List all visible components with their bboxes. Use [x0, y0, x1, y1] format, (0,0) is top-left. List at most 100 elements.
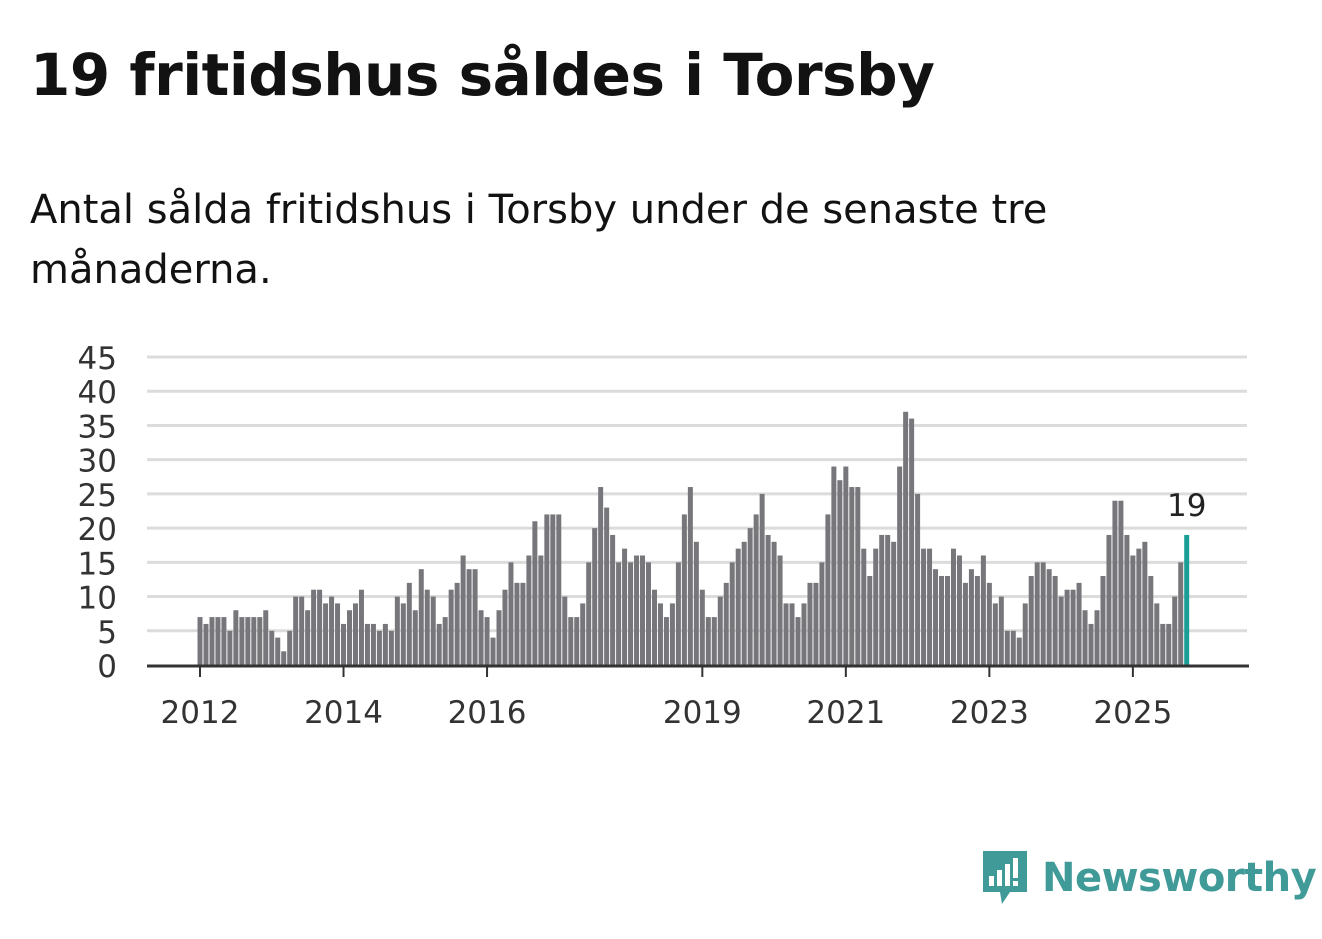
bar — [335, 603, 341, 665]
bar — [532, 521, 538, 665]
bar — [825, 514, 831, 665]
bar — [197, 617, 203, 665]
bar — [1088, 623, 1094, 665]
bar — [364, 623, 370, 665]
bar — [514, 582, 520, 665]
bar — [418, 569, 424, 665]
bar — [861, 548, 867, 665]
bar — [939, 576, 945, 665]
bar — [1010, 630, 1016, 665]
bar — [472, 569, 478, 665]
bar — [855, 487, 861, 665]
bar — [909, 418, 915, 665]
bar — [209, 617, 215, 665]
bar — [927, 548, 933, 665]
bar — [347, 610, 352, 665]
bar — [765, 534, 771, 665]
bar — [610, 534, 616, 665]
bar — [1058, 596, 1064, 665]
chart-title: 19 fritidshus såldes i Torsby — [30, 41, 935, 109]
x-tick-label: 2025 — [1093, 695, 1172, 731]
bar — [1076, 582, 1082, 665]
x-tick-label: 2016 — [448, 695, 527, 731]
bar — [1166, 623, 1172, 665]
bar — [921, 548, 927, 665]
bar — [992, 603, 998, 665]
bar — [245, 617, 251, 665]
bar — [968, 569, 974, 665]
bar — [640, 555, 646, 665]
x-tick-label: 2014 — [304, 695, 383, 731]
bar — [562, 596, 568, 665]
bar — [777, 555, 783, 665]
x-tick-label: 2021 — [806, 695, 885, 731]
bar — [221, 617, 227, 665]
y-tick-label: 35 — [78, 409, 117, 445]
bar — [1082, 610, 1088, 665]
bar — [520, 582, 526, 665]
bar — [1040, 562, 1046, 665]
bar — [885, 534, 891, 665]
bar — [352, 603, 358, 665]
bar — [867, 576, 873, 665]
brand-name: Newsworthy — [1042, 855, 1317, 901]
bar — [329, 596, 335, 665]
bar — [807, 582, 813, 665]
x-tick-label: 2023 — [950, 695, 1029, 731]
bar — [275, 637, 281, 665]
bar — [879, 534, 885, 665]
bar — [1118, 500, 1124, 665]
bar — [544, 514, 550, 665]
bar — [568, 617, 574, 665]
bar — [538, 555, 544, 665]
bar — [1004, 630, 1010, 665]
bar — [956, 555, 962, 665]
bar — [1142, 541, 1148, 665]
bar — [980, 555, 986, 665]
bar — [891, 541, 897, 665]
bar — [831, 466, 837, 665]
bar — [239, 617, 245, 665]
bar — [460, 555, 466, 665]
bar — [663, 617, 669, 665]
bar — [843, 466, 849, 665]
bar — [496, 610, 502, 665]
y-tick-label: 0 — [97, 649, 117, 685]
bar — [616, 562, 622, 665]
y-tick-label: 15 — [78, 546, 117, 582]
bar — [1124, 534, 1130, 665]
y-tick-label: 20 — [78, 512, 117, 548]
last-value-label: 19 — [1167, 488, 1206, 524]
bar — [490, 637, 496, 665]
bar — [657, 603, 663, 665]
x-axis: 2012 2014 2016 2019 2021 2023 2025 — [147, 664, 1249, 731]
y-tick-label: 30 — [78, 444, 117, 480]
bar — [287, 630, 293, 665]
bar — [478, 610, 484, 665]
bar — [1022, 603, 1028, 665]
bars — [197, 411, 1190, 665]
bar — [950, 548, 956, 665]
bar — [257, 617, 263, 665]
bar — [1106, 534, 1112, 665]
bar — [526, 555, 532, 665]
bar — [1034, 562, 1040, 665]
bar — [484, 617, 490, 665]
bar — [759, 493, 765, 665]
bar — [771, 541, 777, 665]
bar — [448, 589, 454, 665]
bar — [687, 487, 693, 665]
bar — [466, 569, 472, 665]
bar — [269, 630, 275, 665]
bar — [897, 466, 903, 665]
bar — [747, 528, 753, 665]
bar — [436, 623, 442, 665]
bar — [424, 589, 430, 665]
bar — [741, 541, 747, 665]
bar — [370, 623, 376, 665]
y-tick-label: 10 — [78, 581, 117, 617]
bar — [311, 589, 317, 665]
bar — [628, 562, 634, 665]
bar — [1148, 576, 1154, 665]
